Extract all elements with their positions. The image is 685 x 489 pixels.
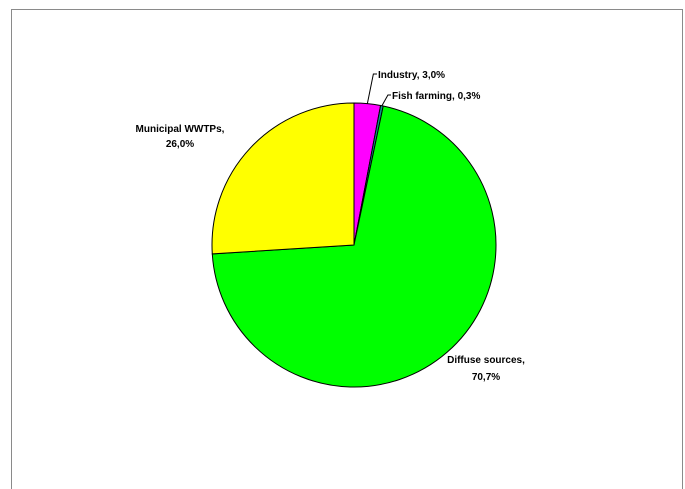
- pie-slice-diffuse-sources: [211, 105, 497, 388]
- slice-label-industry-name: Industry: [378, 70, 418, 81]
- slice-label-diffuse-sources-value: 70,7%: [472, 372, 500, 383]
- slice-label-fish-farming: Fish farming, 0,3%: [392, 91, 480, 102]
- slice-label-diffuse-sources-name: Diffuse sources: [447, 355, 522, 366]
- leader-line-fish-farming: [381, 94, 391, 107]
- slice-label-industry-value: 3,0%: [422, 70, 445, 81]
- slice-label-municipal-wwtps-name: Municipal WWTPs: [136, 124, 223, 135]
- slice-label-industry: Industry, 3,0%: [378, 70, 445, 81]
- pie-slice-municipal-wwtps: [211, 102, 355, 255]
- leader-lines: [366, 73, 391, 107]
- slice-label-municipal-wwtps-value: 26,0%: [166, 139, 194, 150]
- slice-label-fish-farming-value: 0,3%: [458, 91, 481, 102]
- slice-label-municipal-wwtps: Municipal WWTPs,: [136, 124, 225, 135]
- slice-label-fish-farming-name: Fish farming: [392, 91, 452, 102]
- slice-label-diffuse-sources: Diffuse sources,: [447, 355, 525, 366]
- pie-slices: [211, 102, 497, 388]
- leader-line-industry: [366, 73, 377, 104]
